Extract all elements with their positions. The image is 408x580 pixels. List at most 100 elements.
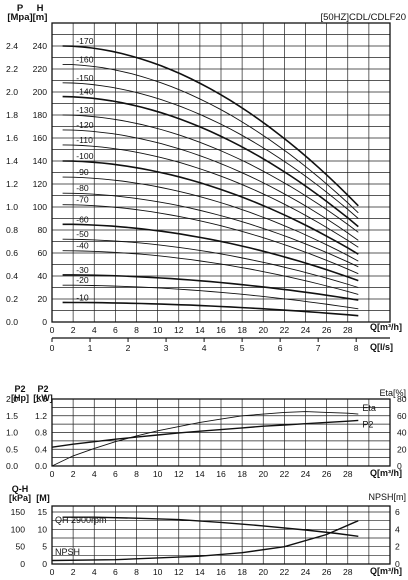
pe-q-tick-label: 16 — [216, 469, 226, 479]
qh-axis-label-top: Q-H — [12, 484, 29, 494]
pe-q-tick-label: 12 — [174, 469, 184, 479]
head-curve-label: -90 — [76, 167, 89, 177]
q-ls-tick-label: 5 — [240, 343, 245, 353]
q-m3h-tick-label: 24 — [301, 325, 311, 335]
npsh-tick-label: 4 — [395, 524, 400, 534]
head-curve-170 — [62, 45, 359, 207]
q-ls-tick-label: 7 — [316, 343, 321, 353]
h-tick-label: 100 — [33, 202, 48, 212]
q-m3h-tick-label: 2 — [71, 325, 76, 335]
np-q-tick-label: 8 — [134, 567, 139, 577]
pe-curve-label: Eta — [362, 403, 376, 413]
p2-kw-label-top: P2 — [37, 384, 48, 394]
pe-q-tick-label: 14 — [195, 469, 205, 479]
qh-curve-annotation: QH 2900rpm — [55, 515, 107, 525]
h-tick-label: 240 — [33, 41, 48, 51]
kpa-tick-label: 0 — [20, 559, 25, 569]
head-curve-20 — [62, 284, 359, 310]
pe-q-tick-label: 26 — [322, 469, 332, 479]
q-ls-axis-label: Q[l/s] — [370, 342, 393, 352]
head-plot-frame — [51, 22, 391, 323]
head-curve-160 — [62, 63, 359, 214]
head-curve-label: -120 — [76, 120, 93, 130]
h-tick-label: 0 — [42, 317, 47, 327]
p-tick-label: 1.2 — [6, 179, 18, 189]
pe-plot-frame — [51, 398, 391, 467]
np-q-tick-label: 16 — [216, 567, 226, 577]
head-curve-10 — [62, 301, 359, 317]
eta-tick-label: 40 — [397, 428, 407, 438]
pe-q-tick-label: 10 — [153, 469, 163, 479]
head-curve-100 — [62, 160, 359, 255]
head-curve-80 — [62, 192, 359, 268]
pe-curve-p2 — [51, 419, 359, 448]
head-curve-label: -70 — [76, 195, 89, 205]
q-m3h-tick-label: 14 — [195, 325, 205, 335]
q-axis-label-mid: Q[m³/h] — [370, 468, 402, 478]
pe-q-tick-label: 2 — [71, 469, 76, 479]
h-tick-label: 200 — [33, 87, 48, 97]
pe-q-tick-label: 4 — [92, 469, 97, 479]
p-axis-label-top: P — [17, 3, 24, 14]
np-q-tick-label: 18 — [237, 567, 247, 577]
q-ls-tick-label: 0 — [50, 343, 55, 353]
q-m3h-tick-label: 28 — [343, 325, 353, 335]
np-q-tick-label: 20 — [258, 567, 268, 577]
eta-axis-label: Eta[%] — [379, 388, 406, 398]
p2-kw-tick-label: 0.0 — [35, 461, 47, 471]
p2-kw-tick-label: 1.6 — [35, 394, 47, 404]
p-tick-label: 1.4 — [6, 156, 18, 166]
q-m3h-tick-label: 26 — [322, 325, 332, 335]
pe-q-tick-label: 0 — [50, 469, 55, 479]
q-ls-tick-label: 3 — [164, 343, 169, 353]
head-curve-50 — [62, 238, 359, 288]
p-tick-label: 2.2 — [6, 64, 18, 74]
q-m3h-axis-label: Q[m³/h] — [370, 322, 402, 332]
p-axis-label-unit: [Mpa] — [7, 12, 32, 23]
head-curve-140 — [62, 95, 359, 228]
p-tick-label: 2.4 — [6, 41, 18, 51]
q-m3h-tick-label: 18 — [237, 325, 247, 335]
head-curve-40 — [62, 250, 359, 295]
q-m3h-tick-label: 8 — [134, 325, 139, 335]
p-tick-label: 1.0 — [6, 202, 18, 212]
qh-curve — [62, 516, 359, 537]
npsh-tick-label: 6 — [395, 507, 400, 517]
eta-tick-label: 0 — [397, 461, 402, 471]
head-curve-60 — [62, 223, 359, 282]
head-curve-label: -100 — [76, 151, 93, 161]
head-curve-label: -150 — [76, 73, 93, 83]
m-tick-label: 15 — [37, 507, 47, 517]
q-m3h-tick-label: 6 — [113, 325, 118, 335]
m-axis-label: [M] — [36, 493, 50, 503]
h-tick-label: 180 — [33, 110, 48, 120]
p-tick-label: 0.6 — [6, 248, 18, 258]
p2-kw-tick-label: 1.2 — [35, 411, 47, 421]
eta-tick-label: 80 — [397, 394, 407, 404]
q-ls-tick-label: 8 — [354, 343, 359, 353]
kpa-tick-label: 150 — [11, 507, 26, 517]
np-q-tick-label: 0 — [50, 567, 55, 577]
p2-hp-tick-label: 2.0 — [6, 394, 18, 404]
head-chart-plot: 0204060801001201401601802002202400.00.20… — [6, 22, 391, 353]
q-ls-tick-label: 6 — [278, 343, 283, 353]
pe-curve-eta — [51, 411, 359, 467]
npsh-curve — [51, 520, 359, 562]
q-m3h-tick-label: 16 — [216, 325, 226, 335]
power-eta-plot: 0.0 0.4 0.8 1.2 1.6 0.0 0.5 1.0 1.5 2.0 0 20 40 60 80 0… — [6, 394, 407, 479]
head-curve-label: -10 — [76, 292, 89, 302]
npsh-tick-label: 2 — [395, 542, 400, 552]
q-ls-tick-label: 2 — [126, 343, 131, 353]
m-tick-label: 10 — [37, 524, 47, 534]
pe-q-tick-label: 18 — [237, 469, 247, 479]
p-tick-label: 0.0 — [6, 317, 18, 327]
p2-kw-tick-label: 0.8 — [35, 428, 47, 438]
head-curve-label: -170 — [76, 36, 93, 46]
q-axis-label-bottom: Q[m³/h] — [370, 566, 402, 576]
head-curve-label: -140 — [76, 87, 93, 97]
h-axis-label-top: H — [37, 3, 44, 14]
head-chart-title: [50HZ]CDL/CDLF20 — [320, 12, 406, 23]
h-axis-label-unit: [m] — [33, 12, 48, 23]
